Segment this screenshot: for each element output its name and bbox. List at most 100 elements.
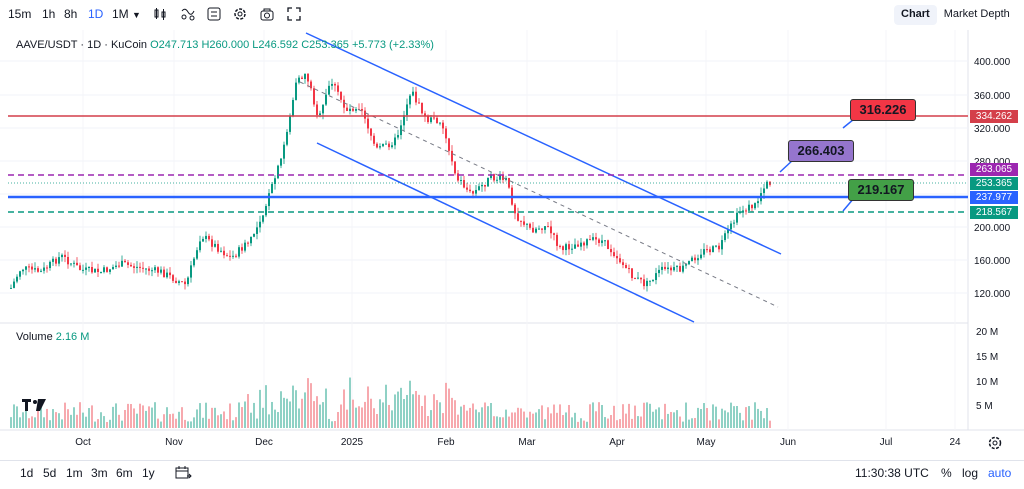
volume-bar xyxy=(451,397,453,428)
volume-bar xyxy=(58,413,60,428)
interval-8h[interactable]: 8h xyxy=(64,7,78,21)
volume-bar xyxy=(535,412,537,428)
volume-bar xyxy=(598,402,600,428)
candle-body xyxy=(400,125,402,136)
candle-body xyxy=(568,244,570,250)
volume-bar xyxy=(748,406,750,428)
interval-1m-dropdown[interactable]: 1M ▼ xyxy=(112,7,141,21)
volume-bar xyxy=(97,419,99,428)
volume-bar xyxy=(226,419,228,428)
volume-bar xyxy=(190,421,192,428)
range-1y[interactable]: 1y xyxy=(142,466,155,480)
volume-bar xyxy=(352,399,354,428)
candle-body xyxy=(169,272,171,276)
range-5d[interactable]: 5d xyxy=(43,466,57,480)
candle-body xyxy=(637,277,639,279)
volume-bar xyxy=(490,402,492,428)
volume-bar xyxy=(370,398,372,428)
log-toggle[interactable]: log xyxy=(962,466,979,480)
calendar-range-icon[interactable] xyxy=(174,465,192,481)
candle-body xyxy=(754,203,756,209)
axis-settings-icon[interactable] xyxy=(987,435,1003,451)
red-callout[interactable]: 316.226 xyxy=(850,99,916,121)
candle-body xyxy=(586,239,588,246)
purple-callout[interactable]: 266.403 xyxy=(788,140,854,162)
volume-bar xyxy=(145,410,147,428)
range-3m[interactable]: 3m xyxy=(91,466,108,480)
volume-bar xyxy=(316,396,318,428)
volume-bar xyxy=(517,407,519,428)
candle-body xyxy=(628,268,630,270)
volume-bar xyxy=(661,419,663,428)
candle-body xyxy=(697,258,699,261)
volume-bar xyxy=(580,418,582,428)
candle-body xyxy=(178,281,180,283)
volume-bar xyxy=(454,400,456,428)
candle-body xyxy=(694,257,696,261)
compare-icon[interactable] xyxy=(206,6,222,22)
price-chart[interactable]: 400.000360.000320.000280.000240.000200.0… xyxy=(0,30,1024,460)
interval-1d[interactable]: 1D xyxy=(88,7,104,21)
range-6m[interactable]: 6m xyxy=(116,466,133,480)
clock-readout[interactable]: 11:30:38 UTC xyxy=(855,466,929,480)
range-1m[interactable]: 1m xyxy=(66,466,83,480)
candle-body xyxy=(277,165,279,179)
candle-body xyxy=(292,99,294,116)
settings-icon[interactable] xyxy=(232,6,248,22)
auto-toggle[interactable]: auto xyxy=(988,466,1012,480)
indicators-icon[interactable] xyxy=(180,6,196,22)
tab-market-depth[interactable]: Market Depth xyxy=(943,8,1010,20)
volume-bar xyxy=(274,409,276,428)
volume-series xyxy=(10,377,771,428)
candle-body xyxy=(403,115,405,126)
candle-body xyxy=(226,255,228,257)
symbol-title[interactable]: AAVE/USDT · 1D · KuCoin xyxy=(16,39,148,51)
green-callout[interactable]: 219.167 xyxy=(848,179,914,201)
channel-upper-line[interactable] xyxy=(305,32,782,255)
fullscreen-icon[interactable] xyxy=(286,6,302,22)
percent-toggle[interactable]: % xyxy=(941,466,952,480)
candles-icon[interactable] xyxy=(152,6,168,22)
candle-body xyxy=(580,242,582,247)
volume-bar xyxy=(139,403,141,428)
volume-tick: 15 M xyxy=(976,352,998,363)
volume-bar xyxy=(397,391,399,428)
bottom-toolbar: 1d 5d 1m 3m 6m 1y 11:30:38 UTC % log aut… xyxy=(0,460,1024,489)
candle-body xyxy=(49,261,51,269)
candle-body xyxy=(376,143,378,148)
candle-body xyxy=(631,268,633,279)
candle-body xyxy=(451,150,453,162)
candle-body xyxy=(676,266,678,268)
volume-bar xyxy=(478,412,480,428)
volume-bar xyxy=(409,380,411,428)
camera-icon[interactable] xyxy=(259,6,275,22)
symbol-legend: AAVE/USDT · 1D · KuCoin O247.713 H260.00… xyxy=(16,39,434,51)
candle-body xyxy=(46,267,48,269)
volume-bar xyxy=(367,386,369,428)
candle-body xyxy=(175,280,177,283)
volume-bar xyxy=(250,412,252,428)
tab-chart[interactable]: Chart xyxy=(894,5,937,25)
range-1d[interactable]: 1d xyxy=(20,466,34,480)
interval-1h[interactable]: 1h xyxy=(42,7,56,21)
candle-body xyxy=(409,95,411,105)
candle-body xyxy=(388,143,390,148)
volume-bar xyxy=(655,409,657,428)
candle-body xyxy=(280,158,282,166)
channel-mid-line[interactable] xyxy=(299,81,779,308)
volume-bar xyxy=(667,413,669,428)
candle-body xyxy=(121,260,123,267)
candle-body xyxy=(529,223,531,228)
candle-body xyxy=(484,184,486,187)
volume-bar xyxy=(769,420,771,428)
volume-bar xyxy=(262,407,264,428)
channel-lower-line[interactable] xyxy=(316,142,695,323)
time-tick: May xyxy=(697,437,716,448)
volume-bar xyxy=(577,421,579,428)
candle-body xyxy=(454,161,456,174)
volume-bar xyxy=(484,402,486,428)
volume-bar xyxy=(541,405,543,428)
interval-15m[interactable]: 15m xyxy=(8,7,32,21)
volume-bar xyxy=(559,404,561,428)
candle-body xyxy=(457,173,459,181)
